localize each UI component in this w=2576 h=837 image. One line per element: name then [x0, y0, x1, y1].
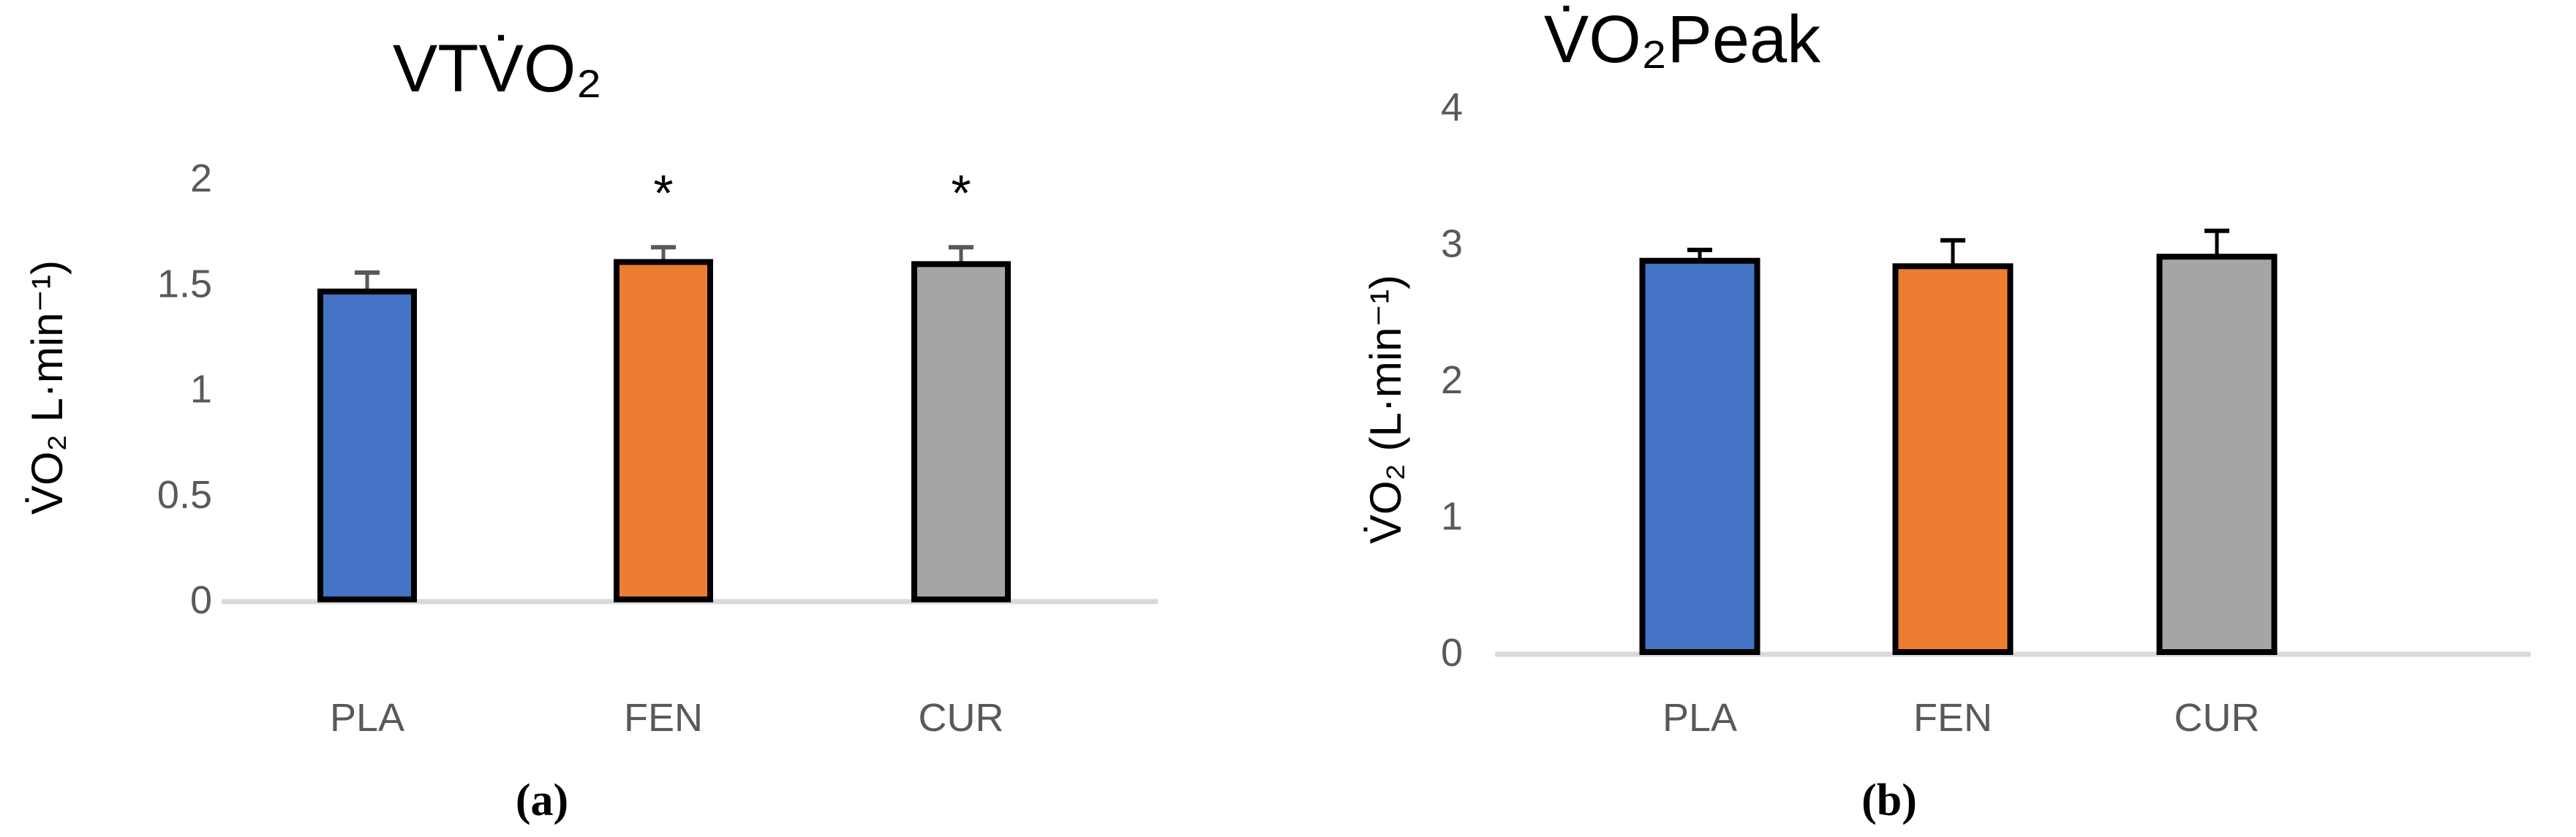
significance-marker: *: [653, 164, 673, 221]
x-tick-label: CUR: [2174, 696, 2260, 740]
chart-b-title: V̇O₂Peak: [1544, 2, 1821, 77]
significance-marker: *: [951, 164, 971, 221]
x-tick-label: FEN: [1913, 696, 1992, 740]
y-tick-label: 2: [1441, 358, 1463, 402]
bar-cur: [2156, 254, 2278, 655]
y-tick-label: 2: [190, 156, 212, 200]
bar-fen: [1892, 263, 2014, 655]
x-tick-label: CUR: [919, 696, 1004, 740]
chart-b-panel-label: (b): [1861, 776, 1917, 825]
bar-pla: [1639, 257, 1760, 655]
chart-b: V̇O₂Peak V̇O₂ (L·min⁻¹) 0 1 2 3 4 PLA FEN CUR (…: [1361, 2, 2531, 825]
y-tick-label: 1: [1441, 495, 1463, 539]
bar-cur: [911, 261, 1011, 602]
chart-a-y-axis-label: V̇O₂ L·min⁻¹): [23, 260, 72, 515]
chart-a: VTV̇O₂ V̇O₂ L·min⁻¹) 0 0.5 1 1.5 2 PLA FEN * CUR…: [23, 31, 1158, 825]
y-tick-label: 4: [1441, 86, 1463, 129]
y-tick-label: 1: [190, 368, 212, 412]
chart-b-y-axis-label: V̇O₂ (L·min⁻¹): [1361, 275, 1410, 544]
y-tick-label: 0: [1441, 631, 1463, 675]
bar-fen: [614, 259, 713, 602]
bar-pla: [317, 288, 417, 602]
chart-a-plot: 0 0.5 1 1.5 2 PLA FEN * CUR *: [157, 156, 1158, 740]
y-tick-label: 1.5: [157, 262, 212, 306]
chart-b-plot: 0 1 2 3 4 PLA FEN CUR: [1441, 86, 2531, 740]
x-tick-label: PLA: [330, 696, 404, 740]
y-tick-label: 0.5: [157, 473, 212, 517]
chart-a-title: VTV̇O₂: [393, 31, 602, 106]
x-tick-label: FEN: [624, 696, 703, 740]
chart-a-panel-label: (a): [516, 776, 568, 825]
x-tick-label: PLA: [1662, 696, 1737, 740]
y-tick-label: 3: [1441, 222, 1463, 266]
y-tick-label: 0: [190, 578, 212, 622]
